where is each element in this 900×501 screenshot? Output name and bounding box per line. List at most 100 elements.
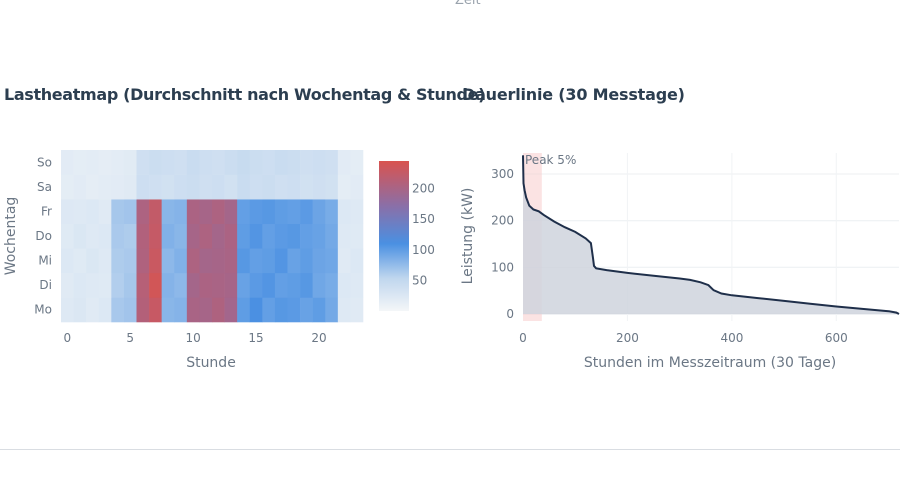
heatmap-cell [237,150,251,175]
heatmap-cell [186,199,200,225]
heatmap-cell [237,248,251,274]
heatmap-cell [161,174,175,200]
heatmap-cell [86,272,100,298]
heatmap-cell [161,199,175,225]
heatmap-cell [111,272,125,298]
heatmap-cell [262,174,276,200]
heatmap-cell [149,297,162,323]
heatmap-cell [300,297,313,323]
heatmap-cell [111,174,125,200]
heatmap-cell [287,248,301,274]
heatmap-cell [274,272,288,298]
heatmap-cell [123,199,137,225]
heatmap-cell [337,272,351,298]
heatmap-x-tick: 5 [126,331,134,345]
heatmap-cell [337,248,351,274]
heatmap-cell [325,223,339,249]
heatmap-cell [312,272,326,298]
duration-area [523,155,899,314]
heatmap-cell [312,223,326,249]
heatmap-cell [337,199,351,225]
heatmap-cell [287,174,301,200]
heatmap-cell [224,199,238,225]
heatmap-cell [212,199,225,225]
heatmap-cell [136,223,150,249]
heatmap-cell [174,174,188,200]
heatmap-cell [199,272,213,298]
heatmap-cell [149,248,162,274]
heatmap-cell [249,199,263,225]
heatmap-cell [212,272,225,298]
heatmap-cell [174,297,188,323]
heatmap-cell [350,248,364,274]
heatmap-cell [237,199,251,225]
heatmap-cell [61,199,74,225]
heatmap-cell [123,272,137,298]
heatmap-cell [262,223,276,249]
heatmap-cell [161,248,175,274]
heatmap-x-tick: 0 [63,331,71,345]
heatmap-cell [224,174,238,200]
heatmap-cell [312,150,326,175]
heatmap-cell [111,199,125,225]
heatmap-cell [98,223,112,249]
heatmap-y-tick: Mi [38,254,52,268]
heatmap-cell [224,223,238,249]
heatmap-cell [237,272,251,298]
heatmap-cell [249,297,263,323]
heatmap-cell [300,272,313,298]
heatmap-cell [123,297,137,323]
heatmap-cell [123,150,137,175]
duration-line [522,155,900,315]
heatmap-cell [149,223,162,249]
heatmap-cell [73,174,87,200]
heatmap-cell [161,223,175,249]
heatmap-cell [325,199,339,225]
heatmap-cell [287,272,301,298]
duration-y-tick: 100 [491,260,514,274]
heatmap-cell [287,297,301,323]
heatmap-cell [61,297,74,323]
heatmap-cell [224,297,238,323]
heatmap-cell [274,297,288,323]
heatmap-cell [174,223,188,249]
heatmap-cell [262,248,276,274]
heatmap-cell [174,272,188,298]
heatmap-y-tick: Fr [41,204,52,218]
heatmap-cell [325,272,339,298]
duration-y-tick: 0 [506,307,514,321]
heatmap-cell [212,174,225,200]
heatmap-cell [111,248,125,274]
heatmap-cell [249,150,263,175]
heatmap-cell [98,297,112,323]
heatmap-x-tick: 20 [311,331,326,345]
heatmap-cell [212,150,225,175]
heatmap-x-axis-title: Stunde [186,355,236,371]
heatmap-cell [136,150,150,175]
heatmap-cell [186,174,200,200]
heatmap-cell [98,199,112,225]
heatmap-cell [86,248,100,274]
heatmap-cell [174,150,188,175]
section-divider [0,449,900,450]
heatmap-title: Lastheatmap (Durchschnitt nach Wochentag… [4,85,486,104]
heatmap-cell [350,223,364,249]
heatmap-cell [149,272,162,298]
heatmap-cell [199,248,213,274]
heatmap-cell [61,248,74,274]
heatmap-cell [350,199,364,225]
heatmap-cell [73,297,87,323]
heatmap-y-ticks: Mo Di Mi Do Fr Sa So [34,155,52,316]
heatmap-cell [312,199,326,225]
heatmap-cell [199,199,213,225]
heatmap-cell [123,174,137,200]
heatmap-x-tick: 10 [185,331,200,345]
heatmap-cell [61,272,74,298]
heatmap-cell [61,223,74,249]
heatmap-x-ticks: 0 5 10 15 20 [63,331,326,345]
heatmap-y-axis-title: Wochentag [3,197,19,276]
heatmap-y-tick: So [37,155,52,169]
heatmap-cell [325,174,339,200]
heatmap-cell [274,174,288,200]
heatmap-cell [73,199,87,225]
